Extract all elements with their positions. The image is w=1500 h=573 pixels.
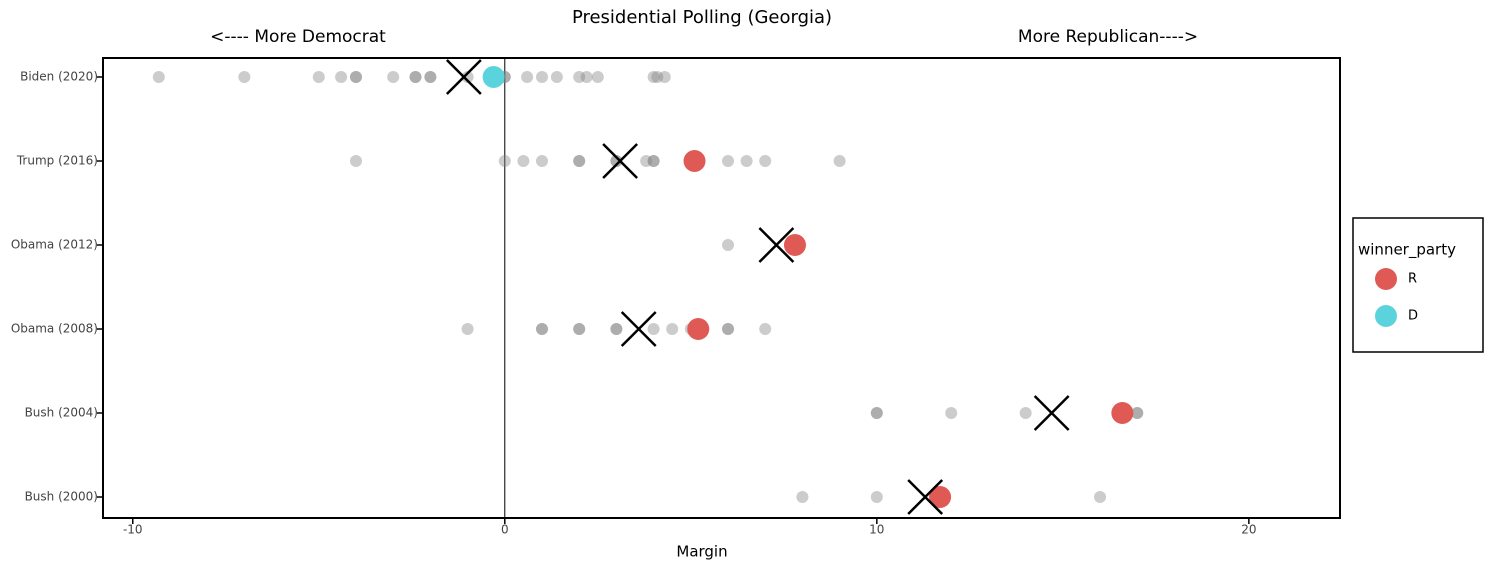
poll-dot	[573, 323, 586, 335]
poll-dot	[535, 323, 548, 335]
poll-dot	[517, 155, 530, 167]
poll-dot	[658, 71, 671, 83]
poll-dot	[573, 323, 586, 335]
poll-dot	[722, 323, 735, 335]
poll-dot	[409, 71, 422, 83]
poll-dot	[349, 71, 362, 83]
legend-label: D	[1408, 309, 1418, 324]
poll-dot	[870, 407, 883, 419]
x-tick-label: 0	[501, 523, 509, 537]
y-tick-label: Obama (2012)	[11, 238, 98, 252]
average-marker	[907, 479, 944, 515]
poll-dot	[387, 71, 400, 83]
poll-dot	[424, 71, 437, 83]
poll-dot	[349, 71, 362, 83]
y-tick-label: Trump (2016)	[16, 154, 98, 168]
poll-dot	[647, 323, 660, 335]
poll-dot	[740, 155, 753, 167]
poll-dot	[461, 323, 474, 335]
poll-dot	[610, 155, 623, 167]
average-marker	[445, 59, 482, 95]
result-dot	[683, 150, 706, 172]
poll-dot	[945, 407, 958, 419]
poll-dot	[759, 155, 772, 167]
poll-dot	[550, 71, 563, 83]
result-dot	[1111, 402, 1134, 424]
poll-dot	[666, 323, 679, 335]
poll-dot	[1131, 407, 1144, 419]
plot-frame	[102, 57, 1341, 519]
result-dot	[687, 318, 710, 340]
y-tick-label: Obama (2008)	[11, 322, 98, 336]
poll-dot	[796, 491, 809, 503]
poll-dot	[573, 155, 586, 167]
chart-title: Presidential Polling (Georgia)	[572, 7, 832, 28]
average-marker	[620, 311, 657, 347]
poll-dot	[349, 155, 362, 167]
poll-dot	[647, 155, 660, 167]
poll-dot	[580, 71, 593, 83]
poll-dot	[610, 323, 623, 335]
average-marker	[1033, 395, 1070, 431]
poll-dot	[1131, 407, 1144, 419]
result-dot	[929, 486, 952, 508]
x-tick-label: -10	[123, 523, 143, 537]
poll-dot	[1019, 407, 1032, 419]
poll-dot	[591, 71, 604, 83]
poll-dot	[759, 323, 772, 335]
poll-dot	[573, 155, 586, 167]
poll-dot	[610, 323, 623, 335]
poll-dot	[424, 71, 437, 83]
poll-dot	[647, 71, 660, 83]
x-axis-label: Margin	[676, 543, 727, 561]
annotation: More Republican---->	[1018, 27, 1198, 47]
poll-dot	[651, 71, 664, 83]
poll-dot	[833, 155, 846, 167]
y-tick-label: Bush (2000)	[25, 490, 98, 504]
poll-dot	[312, 71, 325, 83]
poll-dot	[870, 407, 883, 419]
average-marker	[602, 143, 639, 179]
x-tick-label: 20	[1241, 523, 1256, 537]
legend-title: winner_party	[1358, 241, 1456, 260]
poll-dot	[535, 323, 548, 335]
legend-label: R	[1408, 272, 1417, 287]
result-dot	[482, 66, 505, 88]
y-tick-label: Bush (2004)	[25, 406, 98, 420]
poll-dot	[640, 155, 653, 167]
annotation: <---- More Democrat	[210, 27, 386, 47]
poll-dot	[461, 71, 474, 83]
poll-dot	[535, 71, 548, 83]
poll-dot	[610, 155, 623, 167]
y-tick-label: Biden (2020)	[20, 70, 98, 84]
poll-dot	[409, 71, 422, 83]
x-tick-label: 10	[869, 523, 884, 537]
poll-dot	[535, 155, 548, 167]
poll-dot	[1094, 491, 1107, 503]
poll-dot	[573, 71, 586, 83]
poll-dot	[722, 155, 735, 167]
legend-box	[1352, 217, 1484, 353]
poll-dot	[152, 71, 165, 83]
legend-marker	[1375, 305, 1397, 327]
poll-dot	[870, 491, 883, 503]
poll-dot	[238, 71, 251, 83]
poll-dot	[498, 155, 511, 167]
poll-dot	[647, 155, 660, 167]
poll-dot	[722, 323, 735, 335]
legend-marker	[1375, 268, 1397, 290]
poll-dot	[521, 71, 534, 83]
average-marker	[758, 227, 795, 263]
poll-dot	[722, 239, 735, 251]
poll-dot	[335, 71, 348, 83]
result-dot	[783, 234, 806, 256]
